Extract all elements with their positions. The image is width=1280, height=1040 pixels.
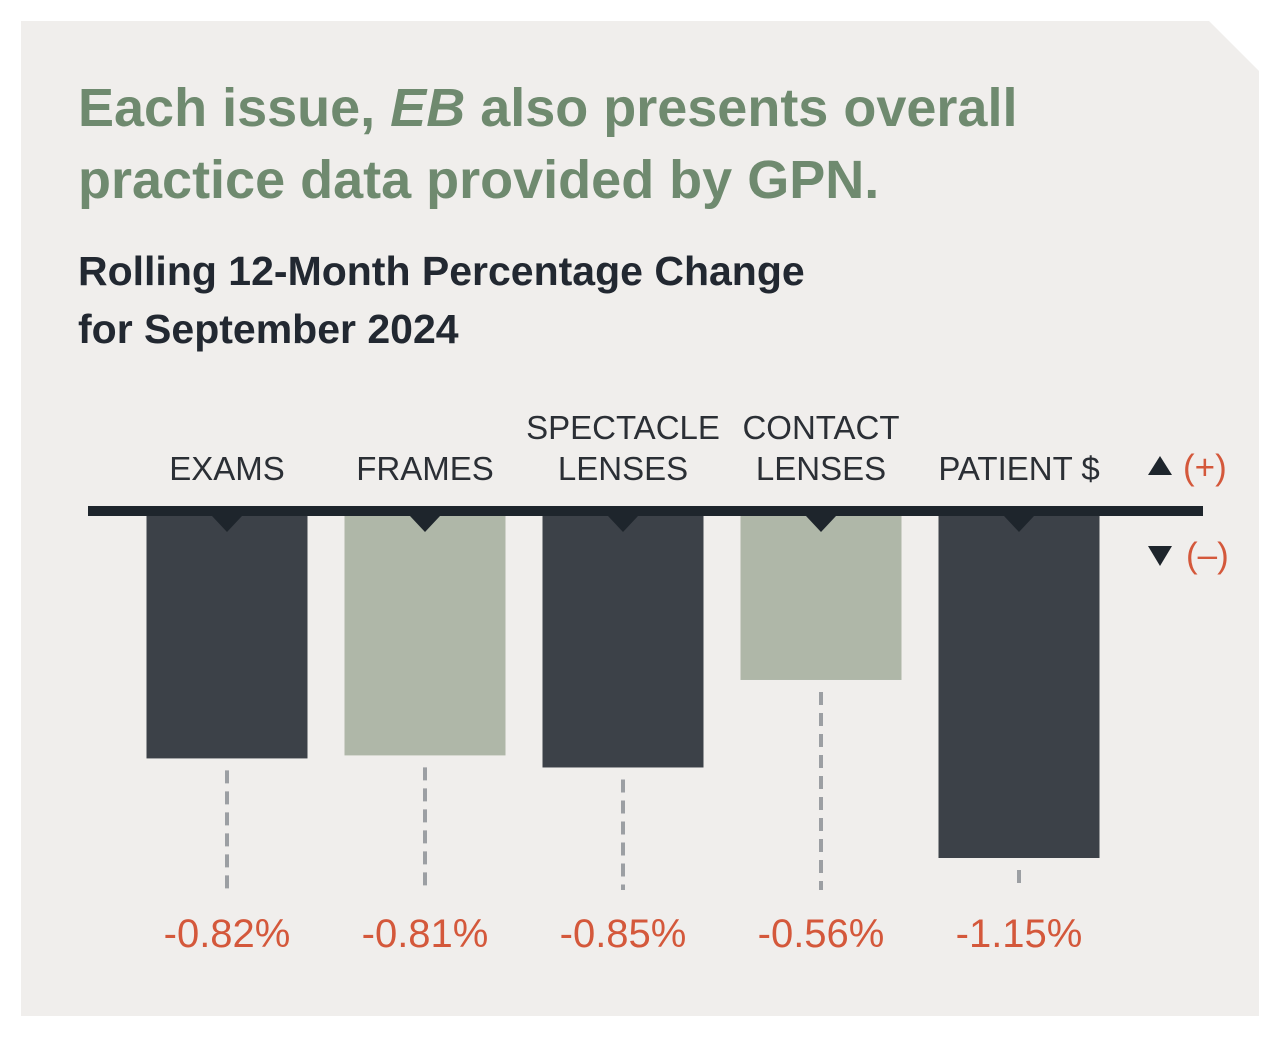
down-triangle-icon: [1148, 546, 1172, 566]
data-label: -1.15%: [956, 912, 1083, 956]
axis-notch: [410, 516, 440, 532]
data-label: -0.82%: [164, 912, 291, 956]
category-label: EXAMS: [169, 450, 285, 487]
data-label: -0.81%: [362, 912, 489, 956]
category-label: CONTACT: [742, 409, 899, 446]
bar: [542, 511, 704, 768]
bar: [146, 511, 308, 759]
axis-notch: [608, 516, 638, 532]
axis-notch: [212, 516, 242, 532]
axis-notch: [806, 516, 836, 532]
headline-suffix: also presents overall practice data prov…: [78, 78, 1018, 210]
legend-negative: (–): [1186, 536, 1229, 575]
category-label: LENSES: [756, 450, 886, 487]
category-label: SPECTACLE: [526, 409, 720, 446]
chart-title-line2: for September 2024: [78, 306, 459, 352]
category-label: PATIENT $: [938, 450, 1099, 487]
data-label: -0.56%: [758, 912, 885, 956]
legend-positive: (+): [1183, 448, 1227, 487]
axis-notch: [1004, 516, 1034, 532]
headline: Each issue, EB also presents overall pra…: [78, 72, 1128, 216]
bar: [344, 511, 506, 756]
zero-axis-line: [88, 506, 1203, 516]
headline-emphasis: EB: [390, 78, 466, 138]
headline-prefix: Each issue,: [78, 78, 391, 138]
category-label: LENSES: [558, 450, 688, 487]
up-triangle-icon: [1148, 456, 1172, 475]
chart-title: Rolling 12-Month Percentage Change for Se…: [78, 242, 1078, 358]
data-label: -0.85%: [560, 912, 687, 956]
bar: [740, 511, 902, 680]
category-label: FRAMES: [356, 450, 494, 487]
bar: [938, 511, 1100, 858]
chart-title-line1: Rolling 12-Month Percentage Change: [78, 248, 805, 294]
